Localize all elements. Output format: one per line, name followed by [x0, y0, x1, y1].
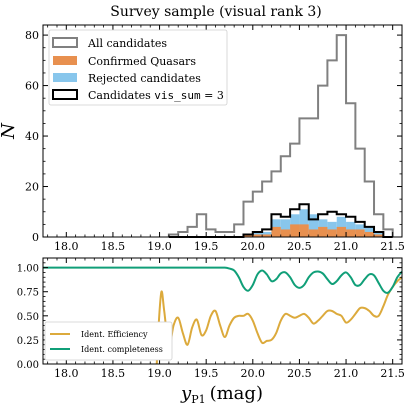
y-tick-label: 40 [25, 130, 39, 143]
histogram-y-label: N [0, 122, 19, 140]
y-tick-label: 0.00 [17, 360, 39, 371]
confirmed-bar [271, 226, 281, 237]
histogram-x-ticks: 18.0 18.5 19.0 19.5 20.0 20.5 21.0 21.5 [47, 25, 405, 253]
x-tick-label: 20.5 [287, 367, 312, 380]
x-tick-label: 18.0 [54, 240, 79, 253]
x-tick-label: 19.5 [194, 240, 219, 253]
ident-completeness-line [43, 266, 403, 294]
legend-item-rejected-candidates: Rejected candidates [53, 72, 201, 85]
histogram-legend: All candidates Confirmed Quasars Rejecte… [48, 29, 228, 106]
confirmed-bar [262, 234, 272, 237]
histogram-frame [42, 24, 403, 238]
legend-swatch [52, 89, 78, 100]
all-candidates-step [167, 34, 394, 237]
x-tick-label: 21.5 [380, 240, 405, 253]
legend-frame [44, 321, 173, 361]
confirmed-bar [252, 234, 263, 237]
confirmed-bar [355, 229, 365, 237]
legend-swatch [53, 56, 77, 65]
rejected-bar [280, 219, 291, 237]
legend-item-ident-completeness: Ident. completeness [50, 345, 163, 354]
line-legend: Ident. Efficiency Ident. completeness [44, 321, 173, 361]
histogram-panel: 0 20 40 60 80 18.0 18.5 19.0 19.5 20.0 20.5 21.0 21… [0, 24, 405, 253]
line-series [43, 266, 403, 365]
confirmed-bar [318, 226, 328, 237]
x-tick-label: 21.0 [334, 240, 359, 253]
x-tick-label: 20.0 [241, 367, 266, 380]
rejected-bar [308, 214, 319, 237]
line-panel: 0.00 0.25 0.50 0.75 1.00 18.0 18.5 19.0 19.5 20.… [17, 257, 405, 406]
legend-swatch [53, 73, 77, 82]
legend-frame [48, 29, 228, 106]
legend-swatch [52, 37, 78, 48]
confirmed-bar [308, 229, 319, 237]
legend-label: All candidates [87, 37, 167, 50]
y-tick-label: 20 [25, 181, 39, 194]
legend-item-confirmed-quasars: Confirmed Quasars [53, 55, 196, 68]
x-tick-label: 20.5 [287, 240, 312, 253]
legend-item-ident-efficiency: Ident. Efficiency [50, 330, 148, 339]
confirmed-bar [364, 231, 375, 237]
line-x-ticks: 18.0 18.5 19.0 19.5 20.0 20.5 21.0 21.5 [47, 258, 405, 380]
histogram-bars [243, 209, 384, 237]
y-tick-label: 0.75 [17, 288, 39, 299]
x-axis-label: yP1 (mag) [180, 383, 263, 406]
legend-label: Candidates vis_sum = 3 [88, 89, 224, 102]
legend-label: Confirmed Quasars [88, 55, 196, 68]
histogram-y-ticks: 0 20 40 60 80 [25, 29, 402, 244]
x-tick-label: 19.5 [194, 367, 219, 380]
legend-label: Ident. Efficiency [81, 330, 148, 339]
x-tick-label: 20.0 [241, 240, 266, 253]
y-tick-label: 80 [25, 29, 39, 42]
y-tick-label: 0.50 [17, 312, 39, 323]
y-tick-label: 1.00 [17, 264, 39, 275]
x-tick-label: 19.0 [147, 367, 172, 380]
rejected-bar [299, 209, 309, 237]
legend-label: Rejected candidates [88, 72, 201, 85]
y-tick-label: 0.25 [17, 336, 39, 347]
chart-title: Survey sample (visual rank 3) [110, 4, 322, 20]
confirmed-bar [346, 229, 356, 237]
confirmed-bar [290, 224, 300, 237]
confirmed-bar [243, 234, 253, 237]
confirmed-bar [374, 234, 384, 237]
confirmed-bar [280, 229, 291, 237]
confirmed-bar [336, 226, 347, 237]
y-tick-label: 0 [32, 231, 39, 244]
confirmed-bar [327, 229, 337, 237]
x-tick-label: 18.5 [101, 367, 126, 380]
ident-efficiency-line [155, 276, 403, 365]
x-tick-label: 18.5 [101, 240, 126, 253]
legend-label: Ident. completeness [81, 345, 163, 354]
x-tick-label: 19.0 [147, 240, 172, 253]
line-y-ticks: 0.00 0.25 0.50 0.75 1.00 [17, 262, 402, 371]
x-tick-label: 21.0 [334, 367, 359, 380]
legend-item-all-candidates: All candidates [52, 37, 167, 50]
confirmed-bar [299, 224, 309, 237]
x-tick-label: 21.5 [380, 367, 405, 380]
x-tick-label: 18.0 [54, 367, 79, 380]
legend-item-vis-sum-candidates: Candidates vis_sum = 3 [52, 89, 224, 102]
y-tick-label: 60 [25, 80, 39, 93]
